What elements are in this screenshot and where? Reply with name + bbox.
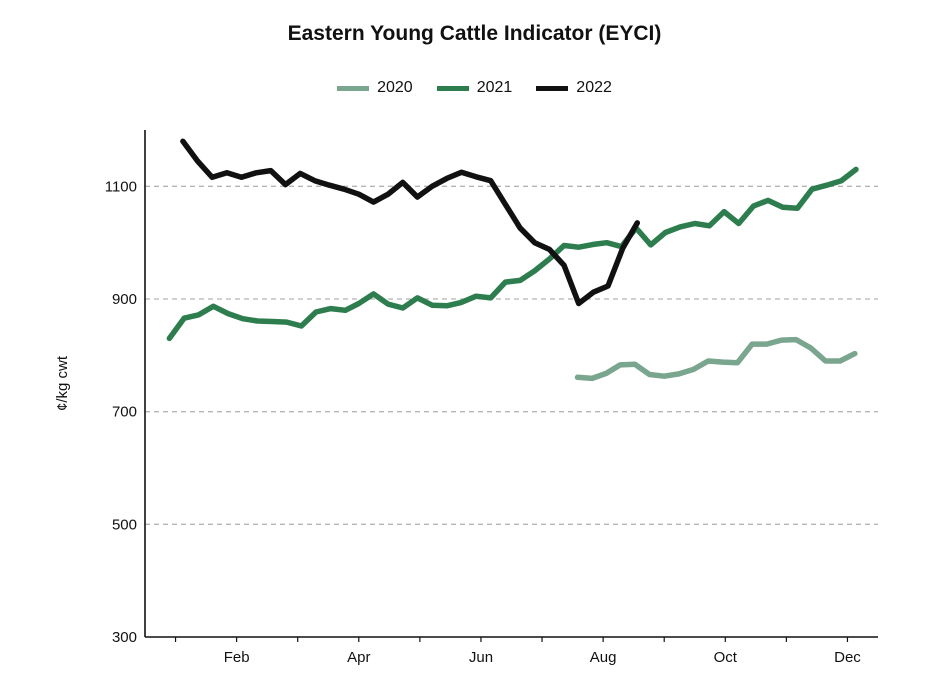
legend-label: 2022 [576, 79, 612, 96]
gridlines [145, 185, 878, 525]
y-axis-label: ¢/kg cwt [54, 355, 71, 411]
axes [144, 130, 878, 642]
y-tick-label: 300 [112, 629, 137, 646]
legend-item-2022: 2022 [536, 79, 612, 97]
y-tick-label: 1100 [105, 178, 137, 195]
y-tick-label: 500 [112, 516, 137, 533]
legend: 2020 2021 2022 [0, 79, 949, 97]
series-line-2020 [574, 336, 858, 382]
x-tick-label: Jun [469, 649, 493, 666]
x-tick-label: Feb [224, 649, 250, 666]
legend-label: 2021 [476, 79, 513, 96]
x-tick-label: Aug [590, 649, 617, 666]
legend-swatch [337, 85, 370, 91]
x-tick-label: Oct [714, 649, 738, 666]
legend-item-2020: 2020 [337, 79, 413, 97]
series-line-2022 [180, 138, 641, 307]
series-line-2021 [166, 166, 859, 342]
chart-title: Eastern Young Cattle Indicator (EYCI) [287, 22, 662, 45]
x-tick-label: Apr [347, 649, 370, 666]
legend-item-2021: 2021 [436, 79, 513, 97]
series-lines [166, 138, 859, 382]
legend-label: 2020 [377, 79, 413, 96]
legend-swatch [436, 85, 469, 91]
tick-labels: 300 500 700 900 1100 Feb Apr Jun Aug Oct Dec ¢/kg c… [54, 178, 861, 666]
x-tick-label: Dec [834, 649, 861, 666]
legend-swatch [536, 85, 569, 91]
y-tick-label: 700 [112, 404, 137, 421]
y-tick-label: 900 [112, 291, 137, 308]
